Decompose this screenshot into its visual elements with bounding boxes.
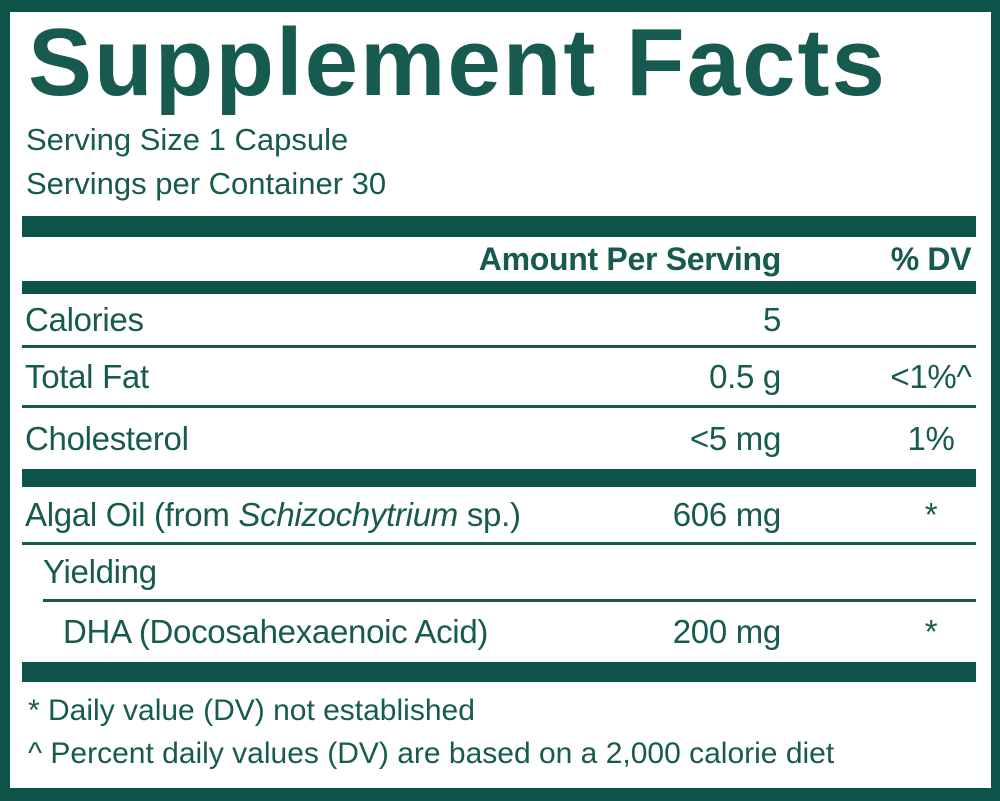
nutrient-amount: 606 mg [672, 495, 782, 533]
thin-rule [22, 542, 976, 545]
table-row-algal-oil: Algal Oil (from Schizochytrium sp.) 606 … [22, 487, 976, 542]
thin-rule [22, 405, 976, 408]
header-bottom-bar [22, 281, 976, 294]
nutrient-dv: * [924, 613, 938, 650]
table-header-row: Amount Per Serving % DV [22, 237, 976, 281]
nutrient-amount: 0.5 g [709, 357, 781, 395]
nutrient-name: DHA (Docosahexaenoic Acid) [63, 613, 489, 650]
table-row-total-fat: Total Fat 0.5 g <1%^ [22, 348, 976, 405]
footnote-dv-not-established: * Daily value (DV) not established [28, 694, 475, 727]
nutrient-name: Cholesterol [25, 419, 189, 457]
panel-title: Supplement Facts [28, 9, 887, 116]
table-row-calories: Calories 5 [22, 294, 976, 345]
nutrient-name: Yielding [43, 553, 157, 590]
nutrient-dv: 1% [907, 419, 955, 457]
middle-thick-bar [22, 469, 976, 487]
percent-dv-header: % DV [890, 240, 972, 277]
bottom-thick-bar [22, 662, 976, 682]
serving-size-text: Serving Size 1 Capsule [26, 122, 349, 157]
thin-rule [22, 345, 976, 348]
table-row-dha: DHA (Docosahexaenoic Acid) 200 mg * [22, 602, 976, 662]
footnote-calorie-diet: ^ Percent daily values (DV) are based on… [28, 737, 835, 770]
nutrient-name: Total Fat [25, 357, 149, 395]
species-italic-text: Schizochytrium [238, 495, 458, 533]
nutrient-name: Calories [25, 300, 144, 338]
table-row-yielding: Yielding [22, 545, 976, 599]
nutrient-name: Algal Oil (from Schizochytrium sp.) [25, 495, 521, 533]
thin-rule-indented [43, 599, 976, 602]
amount-per-serving-header: Amount Per Serving [478, 240, 782, 277]
nutrient-dv: <1%^ [890, 357, 972, 395]
nutrient-dv: * [924, 495, 938, 533]
nutrient-amount: 200 mg [672, 613, 782, 650]
table-row-cholesterol: Cholesterol <5 mg 1% [22, 408, 976, 469]
panel-content: Supplement Facts Serving Size 1 Capsule … [10, 14, 991, 773]
nutrient-amount: <5 mg [689, 419, 781, 457]
servings-per-container-text: Servings per Container 30 [26, 166, 387, 201]
top-thick-bar [22, 216, 976, 237]
nutrient-amount: 5 [762, 300, 781, 338]
